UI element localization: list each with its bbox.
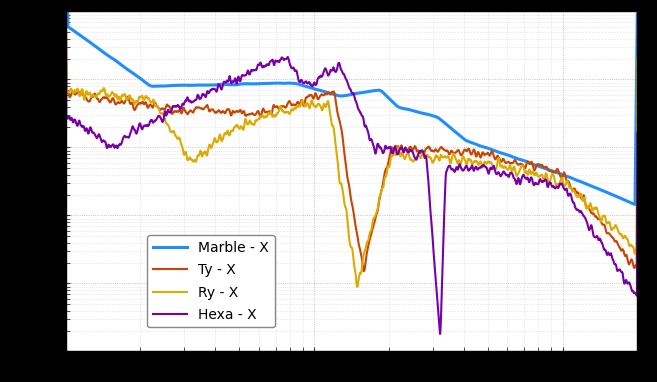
Line: Hexa - X: Hexa - X [66, 0, 637, 334]
Ty - X [360, 269, 368, 274]
Hexa - X [306, 81, 313, 86]
Marble - X [631, 202, 639, 207]
Ty - X [633, 92, 641, 97]
Hexa - X [436, 332, 444, 336]
Marble - X [306, 85, 313, 90]
Legend: Marble - X, Ty - X, Ry - X, Hexa - X: Marble - X, Ty - X, Ry - X, Hexa - X [147, 235, 275, 327]
Ty - X [622, 253, 630, 257]
Ry - X [281, 110, 289, 115]
Ry - X [127, 96, 135, 101]
Ty - X [306, 93, 313, 98]
Hexa - X [281, 57, 289, 62]
Ty - X [127, 102, 135, 106]
Line: Marble - X: Marble - X [66, 0, 637, 204]
Hexa - X [633, 131, 641, 136]
Marble - X [127, 70, 135, 74]
Marble - X [161, 84, 169, 88]
Ry - X [161, 116, 169, 121]
Hexa - X [161, 109, 169, 114]
Line: Ty - X: Ty - X [66, 0, 637, 271]
Hexa - X [127, 129, 135, 134]
Hexa - X [560, 187, 568, 192]
Line: Ry - X: Ry - X [66, 0, 637, 287]
Ry - X [633, 57, 641, 61]
Hexa - X [622, 278, 630, 282]
Ty - X [281, 105, 289, 110]
Ry - X [560, 183, 568, 188]
Ry - X [622, 236, 630, 240]
Ty - X [560, 171, 568, 176]
Ry - X [306, 106, 313, 110]
Marble - X [281, 81, 289, 86]
Marble - X [560, 173, 568, 178]
Marble - X [622, 198, 630, 203]
Ry - X [353, 285, 361, 289]
Marble - X [633, 12, 641, 16]
Ty - X [161, 107, 169, 112]
